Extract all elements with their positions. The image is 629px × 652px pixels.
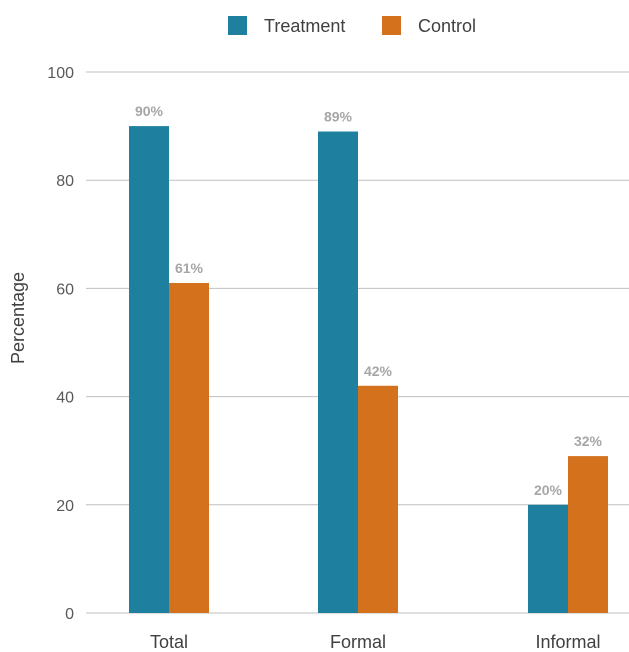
data-label: 89% [324,109,353,125]
bars [129,126,608,613]
data-label: 20% [534,482,563,498]
axes: 0 20 40 60 80 100 Total Formal Informal [47,65,600,652]
y-tick-label: 0 [65,606,74,623]
data-label: 61% [175,260,204,276]
y-tick-label: 40 [56,390,74,407]
x-tick-label: Total [150,632,188,652]
legend-label-control: Control [418,16,476,36]
bar-control-formal [358,385,398,613]
data-labels: 90% 61% 89% 42% 20% 32% [135,103,603,498]
data-label: 32% [574,433,603,449]
y-tick-label: 100 [47,65,74,82]
bar-treatment-formal [318,131,358,613]
legend-swatch-control [382,16,401,35]
legend-swatch-treatment [228,16,247,35]
legend: Treatment Control [228,16,476,36]
data-label: 90% [135,103,164,119]
bar-treatment-total [129,126,169,613]
bar-control-total [169,282,209,613]
x-tick-label: Formal [330,632,386,652]
bar-treatment-informal [528,504,568,613]
x-tick-label: Informal [535,632,600,652]
data-label: 42% [364,363,393,379]
y-tick-label: 60 [56,281,74,298]
y-tick-label: 80 [56,173,74,190]
bar-control-informal [568,456,608,613]
legend-label-treatment: Treatment [264,16,345,36]
y-axis-label: Percentage [8,272,28,364]
y-tick-label: 20 [56,498,74,515]
